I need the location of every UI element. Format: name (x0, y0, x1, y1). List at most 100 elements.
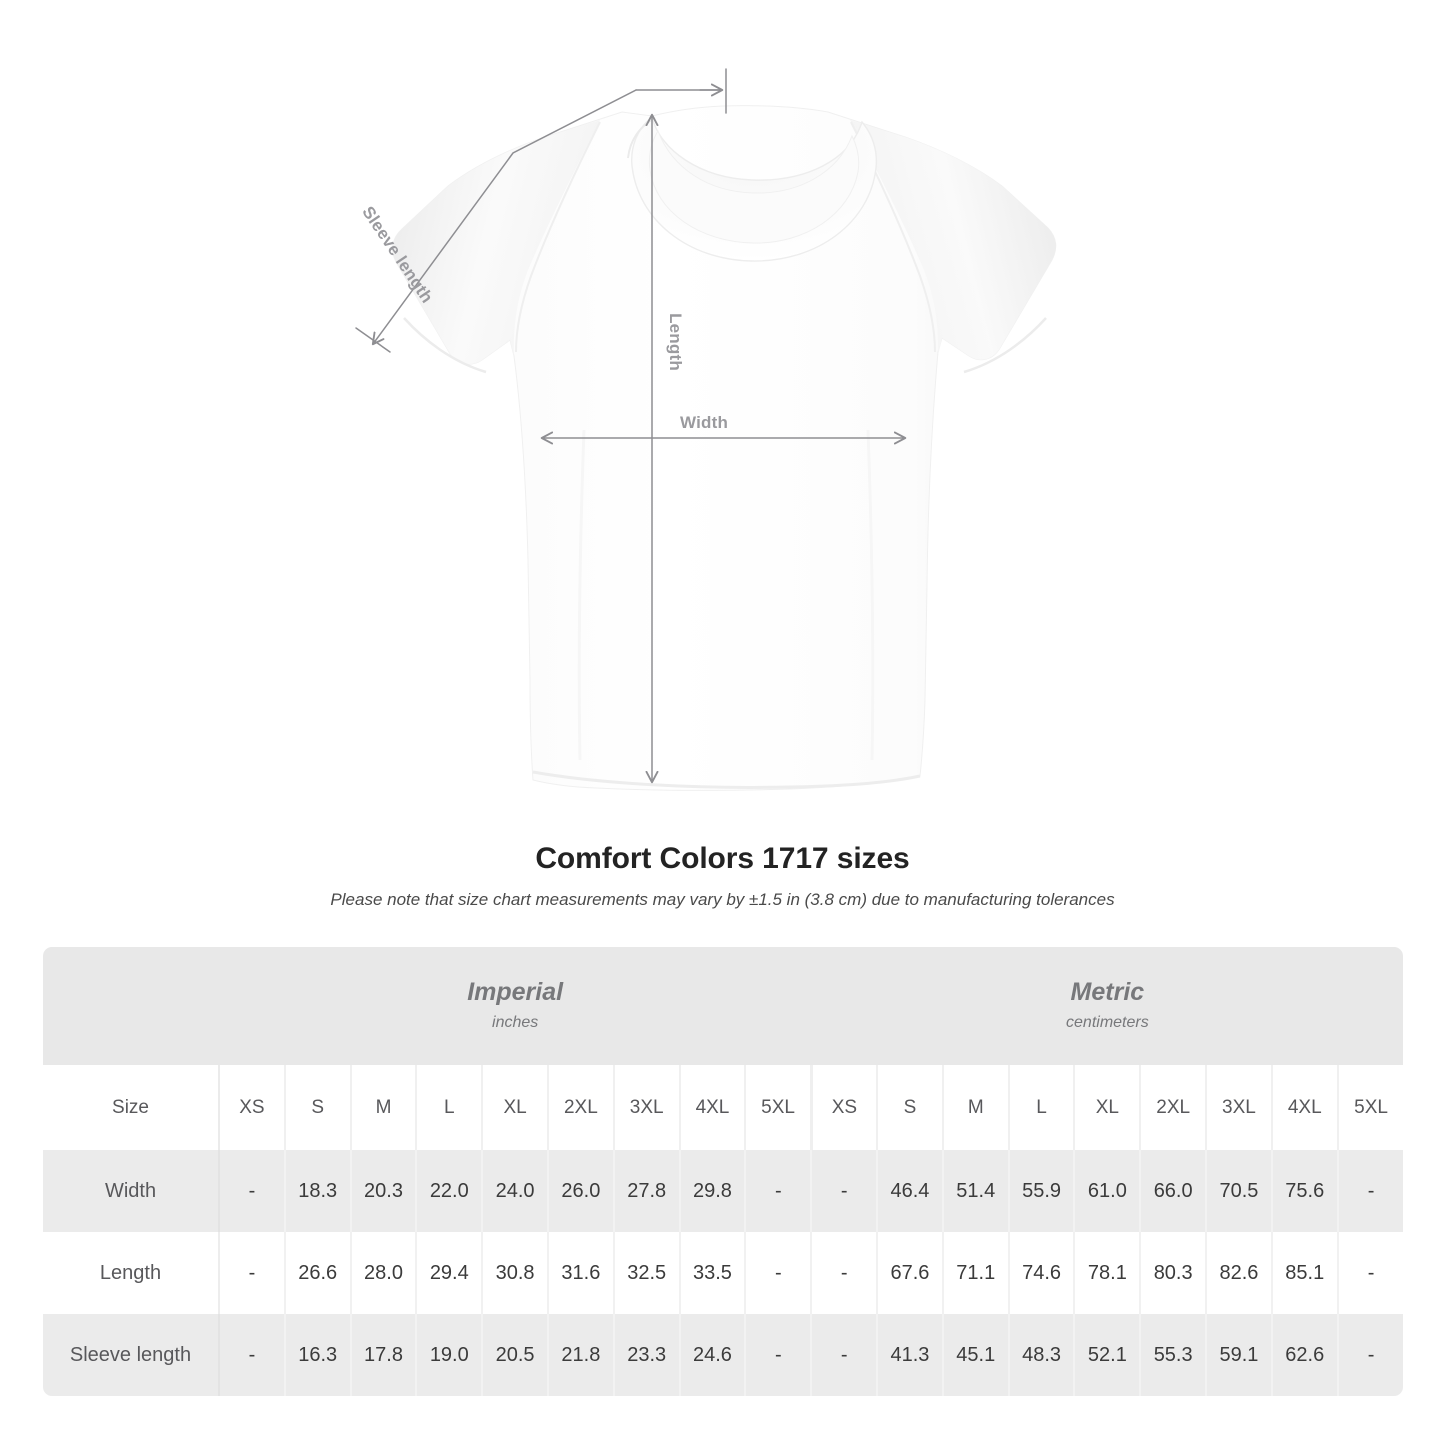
table-row: Length - 26.6 28.0 29.4 30.8 31.6 32.5 3… (43, 1232, 1404, 1314)
left-sleeve (392, 120, 600, 365)
unit-header-imperial: Imperial inches (219, 947, 812, 1065)
cell-sleeve-metric-m: 45.1 (942, 1314, 1010, 1396)
imperial-name: Imperial (467, 978, 564, 1006)
cell-sleeve-metric-s: 41.3 (877, 1314, 944, 1396)
size-header-metric-xs: XS (811, 1065, 879, 1150)
cell-sleeve-imperial-2xl: 21.8 (547, 1314, 615, 1396)
metric-name: Metric (1070, 978, 1145, 1006)
title-block: Comfort Colors 1717 sizes Please note th… (0, 840, 1445, 911)
size-header-imperial-m: M (350, 1065, 418, 1150)
cell-length-metric-2xl: 80.3 (1140, 1232, 1208, 1314)
tshirt-diagram: Sleeve length Length Width (355, 68, 1057, 791)
cell-width-metric-m: 51.4 (942, 1150, 1010, 1232)
cell-sleeve-imperial-xl: 20.5 (482, 1314, 549, 1396)
size-header-metric-5xl: 5XL (1337, 1065, 1404, 1150)
unit-header-metric: Metric centimeters (811, 947, 1404, 1065)
cell-width-metric-xs: - (811, 1150, 879, 1232)
metric-sub: centimeters (1066, 1014, 1149, 1031)
measurement-annotations (355, 68, 905, 782)
cell-width-imperial-2xl: 26.0 (547, 1150, 615, 1232)
cell-width-imperial-m: 20.3 (350, 1150, 418, 1232)
cell-length-imperial-l: 29.4 (416, 1232, 484, 1314)
size-header-metric-s: S (877, 1065, 944, 1150)
cell-length-metric-m: 71.1 (942, 1232, 1010, 1314)
cell-length-imperial-xs: - (219, 1232, 286, 1314)
cell-length-imperial-xl: 30.8 (482, 1232, 549, 1314)
size-header-imperial-xs: XS (219, 1065, 286, 1150)
cell-length-metric-l: 74.6 (1008, 1232, 1076, 1314)
cell-length-metric-xl: 78.1 (1074, 1232, 1142, 1314)
size-header-metric-xl: XL (1074, 1065, 1142, 1150)
cell-width-imperial-xs: - (219, 1150, 286, 1232)
cell-sleeve-imperial-m: 17.8 (350, 1314, 418, 1396)
cell-length-metric-xs: - (811, 1232, 879, 1314)
cell-length-metric-5xl: - (1337, 1232, 1404, 1314)
unit-header-row: Imperial inches Metric centimeters (43, 947, 1404, 1065)
size-header-imperial-s: S (284, 1065, 352, 1150)
size-header-metric-4xl: 4XL (1271, 1065, 1339, 1150)
tolerance-note: Please note that size chart measurements… (330, 890, 1115, 909)
row-label-sleeve-length: Sleeve length (43, 1314, 220, 1396)
cell-sleeve-imperial-l: 19.0 (416, 1314, 484, 1396)
page-title: Comfort Colors 1717 sizes (535, 842, 910, 875)
cell-length-metric-4xl: 85.1 (1271, 1232, 1339, 1314)
cell-sleeve-imperial-xs: - (219, 1314, 286, 1396)
size-chart-table-wrap: Imperial inches Metric centimeters Size … (43, 947, 1404, 1396)
size-header-row: Size XS S M L XL 2XL 3XL 4XL 5XL XS S M … (43, 1065, 1404, 1150)
size-header-imperial-3xl: 3XL (613, 1065, 681, 1150)
cell-width-metric-3xl: 70.5 (1206, 1150, 1273, 1232)
row-label-width: Width (43, 1150, 220, 1232)
size-header-label: Size (43, 1065, 220, 1150)
cell-length-imperial-m: 28.0 (350, 1232, 418, 1314)
cell-sleeve-metric-2xl: 55.3 (1140, 1314, 1208, 1396)
cell-length-metric-s: 67.6 (877, 1232, 944, 1314)
cell-width-imperial-s: 18.3 (284, 1150, 352, 1232)
cell-width-metric-l: 55.9 (1008, 1150, 1076, 1232)
cell-width-metric-s: 46.4 (877, 1150, 944, 1232)
cell-width-imperial-l: 22.0 (416, 1150, 484, 1232)
cell-length-imperial-3xl: 32.5 (613, 1232, 681, 1314)
cell-sleeve-imperial-s: 16.3 (284, 1314, 352, 1396)
cell-width-imperial-4xl: 29.8 (679, 1150, 747, 1232)
size-header-imperial-5xl: 5XL (745, 1065, 813, 1150)
imperial-sub: inches (492, 1014, 539, 1031)
cell-length-imperial-4xl: 33.5 (679, 1232, 747, 1314)
cell-sleeve-metric-3xl: 59.1 (1206, 1314, 1273, 1396)
right-sleeve (850, 120, 1056, 360)
sleeve-length-endcap (355, 327, 391, 353)
unit-header-blank (43, 947, 219, 1065)
size-header-metric-3xl: 3XL (1206, 1065, 1273, 1150)
table-row: Sleeve length - 16.3 17.8 19.0 20.5 21.8… (43, 1314, 1404, 1396)
cell-width-metric-xl: 61.0 (1074, 1150, 1142, 1232)
cell-width-metric-2xl: 66.0 (1140, 1150, 1208, 1232)
size-header-imperial-xl: XL (482, 1065, 549, 1150)
cell-sleeve-metric-l: 48.3 (1008, 1314, 1076, 1396)
row-label-length: Length (43, 1232, 220, 1314)
cell-length-metric-3xl: 82.6 (1206, 1232, 1273, 1314)
cell-width-metric-5xl: - (1337, 1150, 1404, 1232)
size-header-imperial-4xl: 4XL (679, 1065, 747, 1150)
width-label: Width (680, 413, 729, 432)
size-header-metric-m: M (942, 1065, 1010, 1150)
size-header-imperial-2xl: 2XL (547, 1065, 615, 1150)
cell-sleeve-metric-xs: - (811, 1314, 879, 1396)
table-row: Width - 18.3 20.3 22.0 24.0 26.0 27.8 29… (43, 1150, 1404, 1232)
cell-width-imperial-5xl: - (745, 1150, 813, 1232)
size-header-imperial-l: L (416, 1065, 484, 1150)
cell-width-metric-4xl: 75.6 (1271, 1150, 1339, 1232)
cell-sleeve-metric-4xl: 62.6 (1271, 1314, 1339, 1396)
sleeve-length-line (373, 89, 637, 344)
size-header-metric-l: L (1008, 1065, 1076, 1150)
cell-length-imperial-2xl: 31.6 (547, 1232, 615, 1314)
cell-length-imperial-s: 26.6 (284, 1232, 352, 1314)
tshirt-illustration (355, 68, 1057, 791)
hem (532, 770, 921, 789)
cell-sleeve-imperial-4xl: 24.6 (679, 1314, 747, 1396)
cell-sleeve-metric-5xl: - (1337, 1314, 1404, 1396)
cell-width-imperial-xl: 24.0 (482, 1150, 549, 1232)
length-label: Length (665, 313, 685, 371)
cell-length-imperial-5xl: - (745, 1232, 813, 1314)
cell-sleeve-imperial-3xl: 23.3 (613, 1314, 681, 1396)
cell-sleeve-metric-xl: 52.1 (1074, 1314, 1142, 1396)
cell-sleeve-imperial-5xl: - (745, 1314, 813, 1396)
